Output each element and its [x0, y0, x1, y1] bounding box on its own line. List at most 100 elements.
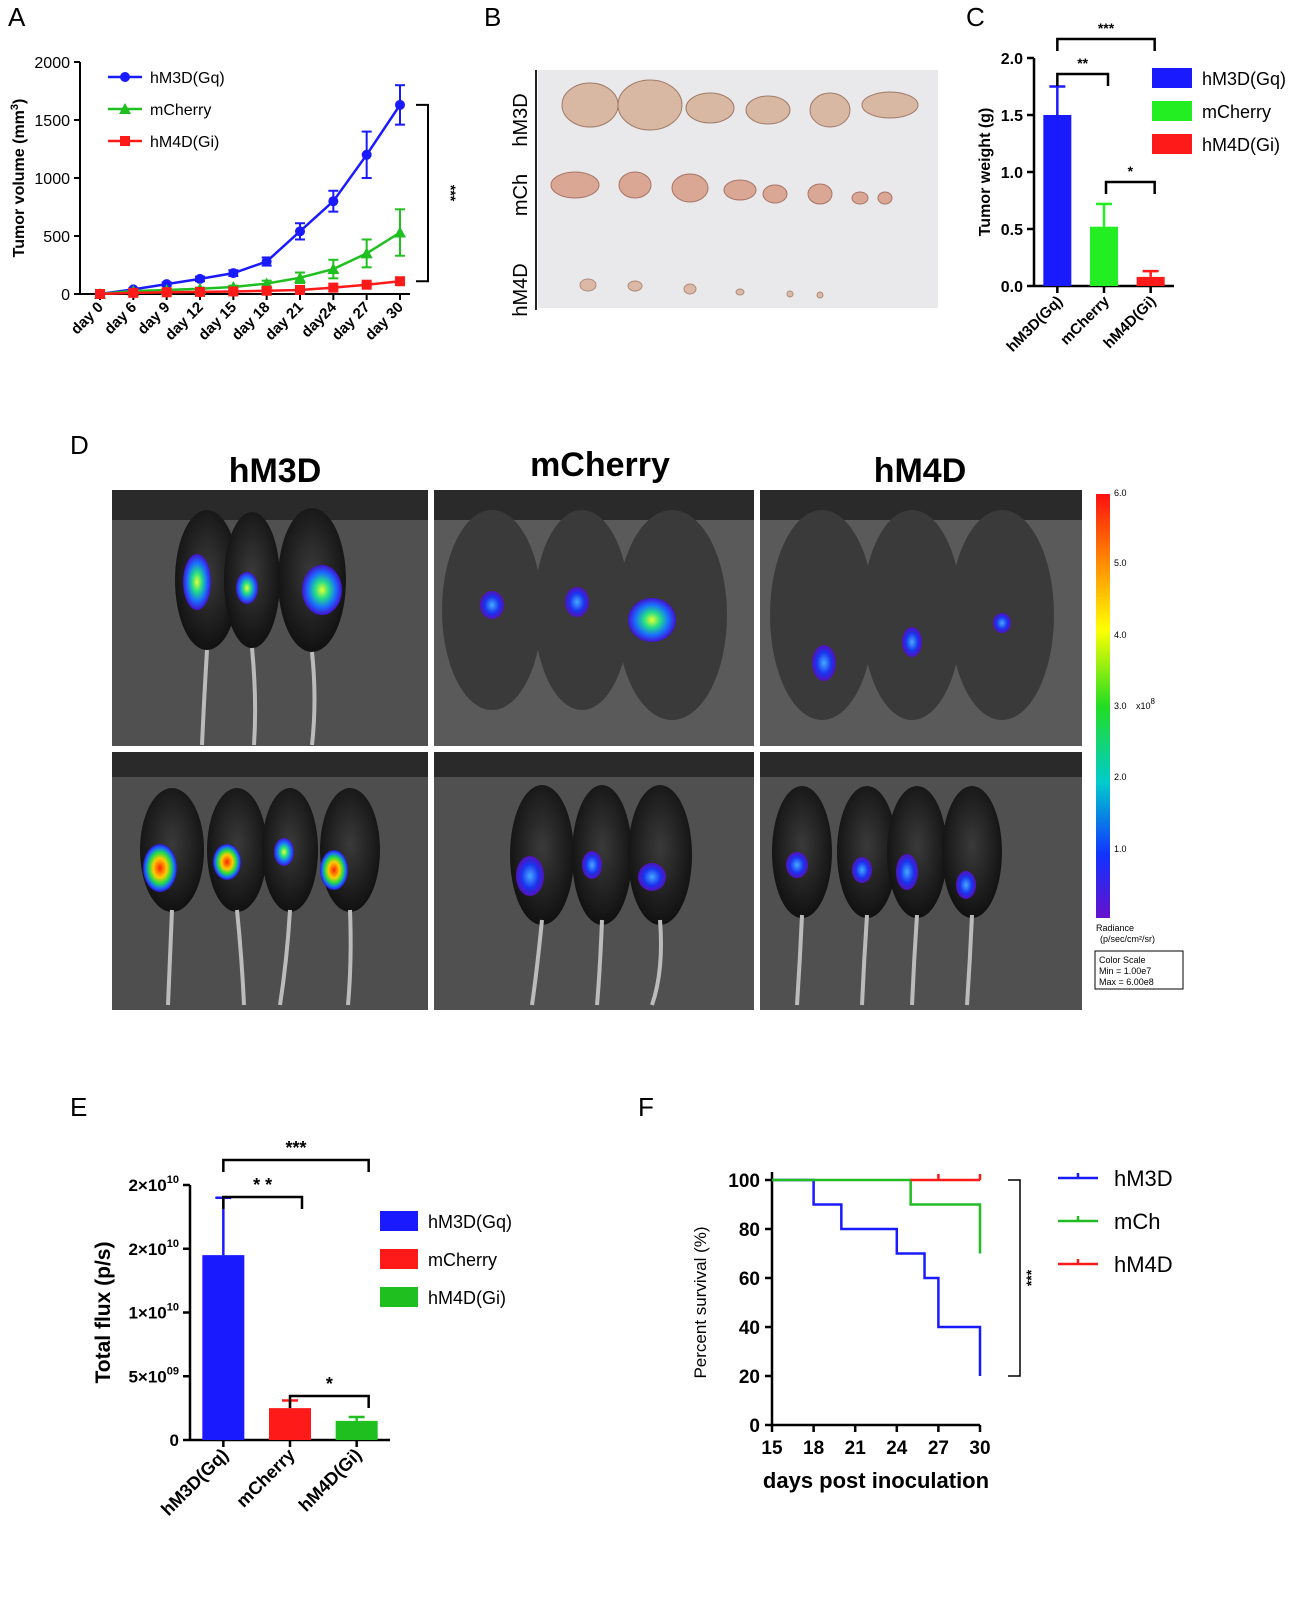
data-point [328, 282, 339, 293]
row-label-mch: mCh [510, 174, 532, 216]
signal-spot [274, 838, 294, 866]
mice-hm4d-bottom [772, 786, 1002, 918]
x-tick-label: day 21 [262, 299, 307, 344]
x-tick-label: 21 [845, 1438, 867, 1459]
color-scale-max: Max = 6.00e8 [1099, 977, 1154, 987]
data-point [228, 268, 239, 279]
y-tick-label: 0 [170, 1431, 179, 1450]
signal-spot [516, 856, 544, 896]
bioluminescence-image-grid [112, 490, 1082, 1010]
data-point [195, 286, 205, 297]
radiance-units: (p/sec/cm²/sr) [1100, 934, 1155, 944]
y-tick-label: 1.5 [1001, 108, 1023, 125]
col-title-hm3d: hM3D [228, 452, 322, 490]
bar-hM4D(Gi) [1136, 276, 1165, 286]
data-point [195, 273, 205, 284]
x-tick-label: hM4D(Gi) [295, 1445, 366, 1516]
sig-e1-bracket [222, 1158, 370, 1172]
sig-c2-bracket [1056, 72, 1110, 86]
panel-label-c: C [966, 2, 985, 32]
significance-bracket [416, 103, 429, 283]
signal-spot [638, 863, 666, 891]
legend-label: hM4D [1114, 1252, 1173, 1277]
y-tick-label: 100 [728, 1171, 760, 1192]
signal-spot [320, 850, 348, 890]
signal-spot [236, 572, 258, 604]
x-tick-label: mCherry [232, 1445, 298, 1511]
scale-multiplier: x108 [1136, 697, 1156, 711]
sig-c3-bracket [1104, 180, 1156, 194]
data-point [327, 263, 340, 275]
legend-label: hM4D(Gi) [1202, 135, 1280, 155]
data-point [395, 99, 405, 110]
y-tick-label: 2.0 [1001, 51, 1023, 68]
data-point [295, 284, 305, 295]
tumor-row-mch [550, 171, 893, 205]
legend-swatch [380, 1211, 418, 1231]
x-tick-label: 30 [969, 1438, 990, 1459]
col-title-mcherry: mCherry [530, 446, 670, 484]
series-line-mCherry [99, 231, 401, 296]
x-axis-label: days post inoculation [763, 1468, 989, 1493]
panel-label-e: E [70, 1092, 88, 1122]
signal-spot [302, 565, 342, 615]
legend-label: hM3D(Gq) [1202, 69, 1286, 89]
row-label-hm4d: hM4D [510, 263, 532, 316]
sig-e3-bracket [288, 1394, 370, 1408]
legend-label: hM3D [1114, 1166, 1173, 1191]
y-axis-label: Tumor volume (mm3) [9, 99, 28, 258]
sig-e2-label: * * [253, 1175, 272, 1195]
significance-label: *** [443, 185, 459, 202]
significance-label: *** [1023, 1269, 1039, 1286]
x-tick-label: 27 [928, 1438, 949, 1459]
radiance-label: Radiance [1096, 923, 1134, 933]
x-tick-label: hM3D(Gq) [1003, 293, 1066, 356]
legend-label: mCherry [150, 102, 211, 119]
y-axis-label: Tumor weight (g) [977, 108, 994, 237]
data-point [361, 279, 372, 290]
data-point [228, 286, 239, 297]
mice-mcherry-bottom [510, 785, 692, 925]
x-tick-label: day 0 [68, 299, 107, 338]
scale-tick-2: 2.0 [1114, 772, 1127, 782]
signal-spot [993, 613, 1011, 633]
data-point [295, 226, 305, 237]
survival-curve-mCh [772, 1178, 982, 1254]
signal-spot [582, 851, 602, 879]
data-point [261, 256, 272, 267]
y-tick-label: 0 [61, 287, 70, 304]
y-tick-label: 1000 [34, 171, 70, 188]
data-point [95, 289, 105, 299]
y-tick-label: 0.5 [1001, 222, 1023, 239]
legend-swatch [1152, 68, 1192, 88]
data-point [128, 287, 139, 298]
panel-label-b: B [484, 2, 502, 32]
y-tick-label: 1×1010 [128, 1302, 179, 1323]
y-tick-label: 5×1009 [128, 1365, 179, 1386]
bar-hM4D(Gi) [335, 1420, 378, 1440]
data-point [261, 285, 272, 296]
data-point [395, 276, 405, 287]
data-point [360, 247, 373, 259]
row-label-hm3d: hM3D [510, 93, 532, 146]
signal-spot [565, 587, 589, 617]
signal-spot [812, 645, 836, 681]
sig-e2-bracket [222, 1195, 304, 1209]
signal-spot [213, 844, 241, 880]
scale-tick-3: 3.0 [1114, 701, 1127, 711]
signal-spot [628, 598, 676, 642]
legend-label: hM3D(Gq) [150, 70, 225, 87]
bar-hM3D(Gq) [1043, 115, 1072, 286]
series-line-hM3D(Gq) [99, 104, 402, 296]
y-tick-label: 2×1010 [128, 1238, 179, 1259]
x-tick-label: day 30 [362, 299, 407, 344]
legend-marker [119, 103, 131, 114]
tumor-photo-decoration: hM3D mCh hM4D [510, 70, 919, 317]
y-tick-label: 20 [739, 1367, 760, 1388]
legend-label: mCherry [1202, 102, 1271, 122]
y-tick-label: 2×1010 [128, 1174, 179, 1195]
series-line-hM4D(Gi) [99, 279, 401, 296]
tumor-row-hm3d [561, 79, 919, 131]
x-tick-label: hM3D(Gq) [157, 1445, 232, 1520]
